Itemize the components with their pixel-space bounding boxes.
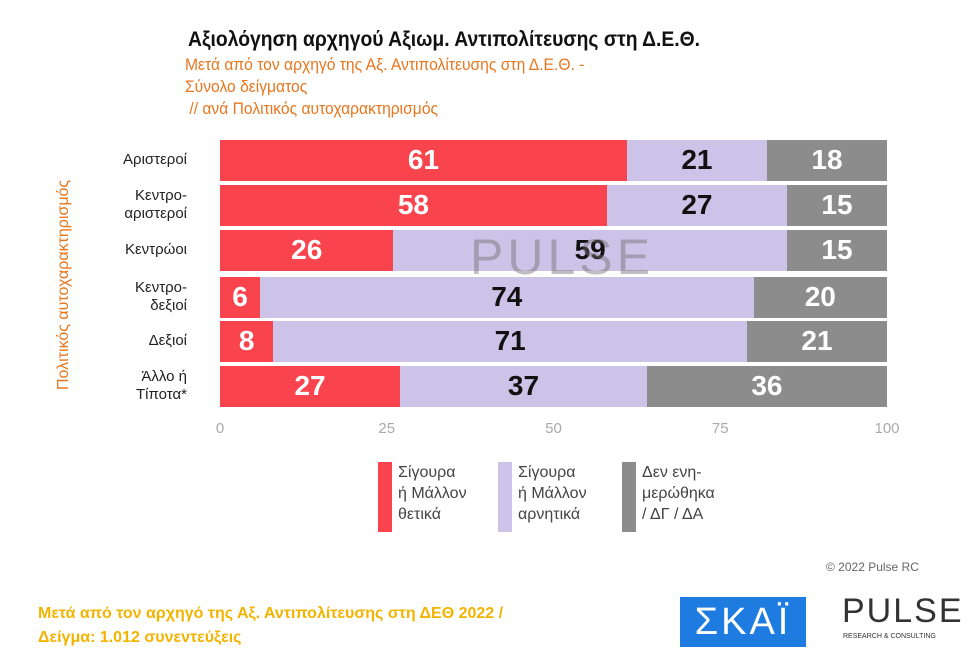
- category-label: Άλλο ή Τίποτα*: [136, 368, 187, 403]
- subtitle-line-3: // ανά Πολιτικός αυτοχαρακτηρισμός: [185, 99, 439, 118]
- bar-segment: 59: [393, 229, 787, 271]
- copyright: © 2022 Pulse RC: [826, 560, 919, 574]
- bar-segment: 71: [273, 320, 747, 362]
- footer-note: Μετά από τον αρχηγό της Αξ. Αντιπολίτευσ…: [38, 605, 504, 646]
- y-axis-label: Πολιτικός αυτοχαρακτηρισμός: [55, 179, 72, 390]
- legend-label: Σίγουρα ή Μάλλον αρνητικά: [518, 464, 587, 523]
- bar-segment: 15: [786, 229, 887, 271]
- legend-swatch: [498, 462, 512, 532]
- subtitle-line-2: Σύνολο δείγματος: [185, 77, 308, 96]
- x-tick-label: 50: [545, 420, 562, 437]
- bar-segment: 26: [220, 229, 394, 271]
- bar-segment: 58: [220, 184, 607, 226]
- skai-logo: ΣΚΑΪ: [680, 597, 806, 647]
- bar-segment: 74: [260, 276, 754, 318]
- subtitle-line-1: Μετά από τον αρχηγό της Αξ. Αντιπολίτευσ…: [185, 55, 585, 74]
- bar-segment: 20: [753, 276, 887, 318]
- pulse-logo: PULSE: [842, 592, 964, 630]
- bar-segment: 21: [626, 139, 767, 181]
- bar-segment: 36: [646, 365, 887, 407]
- bar-segment: 21: [746, 320, 887, 362]
- pulse-logo-subtitle: RESEARCH & CONSULTING: [843, 633, 936, 640]
- bar-segment: 6: [220, 276, 261, 318]
- legend-label: Σίγουρα ή Μάλλον θετικά: [398, 464, 467, 523]
- category-label: Δεξιοί: [148, 332, 187, 349]
- legend-label: Δεν ενη- μερώθηκα / ΔΓ / ΔΑ: [642, 464, 715, 523]
- category-label: Κεντρο- δεξιοί: [135, 279, 187, 314]
- x-tick-label: 25: [378, 420, 396, 437]
- bar-segment: 37: [400, 365, 647, 407]
- chart-title: Αξιολόγηση αρχηγού Αξιωμ. Αντιπολίτευσης…: [188, 28, 701, 51]
- x-tick-label: 100: [874, 420, 900, 437]
- category-label: Κεντρώοι: [124, 241, 187, 258]
- x-tick-label: 0: [215, 420, 225, 437]
- x-tick-label: 75: [711, 420, 729, 437]
- bar-segment: 18: [766, 139, 887, 181]
- bar-segment: 61: [220, 139, 627, 181]
- legend-swatch: [622, 462, 636, 532]
- category-label: Κεντρο- αριστεροί: [124, 187, 187, 222]
- bar-segment: 27: [220, 365, 401, 407]
- legend-swatch: [378, 462, 392, 532]
- bar-segment: 8: [220, 320, 274, 362]
- bar-segment: 27: [606, 184, 787, 226]
- bar-segment: 15: [786, 184, 887, 226]
- category-label: Αριστεροί: [123, 151, 187, 168]
